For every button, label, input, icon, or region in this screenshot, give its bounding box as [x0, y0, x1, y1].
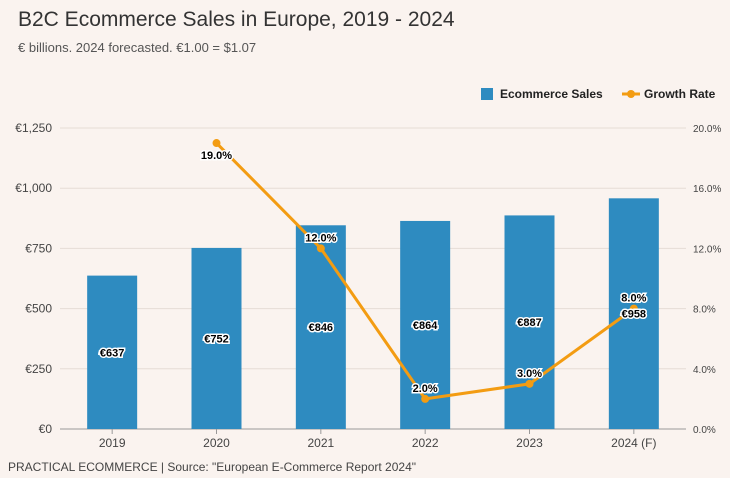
x-tick-label: 2024 (F) — [611, 436, 656, 450]
bar-value-label: €864 — [413, 320, 438, 332]
bar-ecommerce-sales — [504, 215, 555, 429]
bar-labels: €637 €752 €846 €864 €887 €958 — [98, 307, 647, 361]
bar-value-label: €958 — [622, 309, 646, 321]
bar-value-label: €846 — [309, 322, 333, 334]
x-axis-ticks: 2019 2020 2021 2022 2023 2024 (F) — [99, 429, 657, 450]
gridlines — [60, 127, 686, 430]
y-left-tick-label: €1,250 — [15, 121, 52, 135]
bar-value-label: €637 — [100, 347, 124, 359]
x-tick-label: 2021 — [307, 436, 334, 450]
bar-ecommerce-sales — [191, 247, 242, 429]
growth-rate-label: 8.0% — [621, 293, 646, 305]
y-left-tick-label: €250 — [25, 362, 52, 376]
legend-label-growth: Growth Rate — [644, 87, 716, 101]
right-axis-ticks: 0.0% 4.0% 8.0% 12.0% 16.0% 20.0% — [693, 124, 721, 436]
bar-ecommerce-sales — [295, 225, 346, 429]
y-left-tick-label: €750 — [25, 241, 52, 255]
y-right-tick-label: 16.0% — [693, 184, 721, 195]
growth-rate-point — [316, 244, 325, 253]
chart-subtitle: € billions. 2024 forecasted. €1.00 = $1.… — [18, 40, 257, 55]
y-left-tick-label: €500 — [25, 302, 52, 316]
bar-ecommerce-sales — [608, 198, 659, 429]
y-right-tick-label: 0.0% — [693, 425, 716, 436]
growth-rate-point — [212, 139, 221, 148]
legend-label-sales: Ecommerce Sales — [500, 87, 603, 101]
growth-rate-label: 12.0% — [305, 232, 336, 244]
y-right-tick-label: 20.0% — [693, 124, 721, 135]
growth-rate-point — [421, 394, 430, 403]
x-tick-label: 2023 — [516, 436, 543, 450]
x-tick-label: 2019 — [99, 436, 126, 450]
y-right-tick-label: 4.0% — [693, 365, 716, 376]
growth-rate-point — [629, 304, 638, 313]
growth-line — [212, 139, 638, 403]
growth-rate-label: 2.0% — [413, 383, 438, 395]
y-right-tick-label: 12.0% — [693, 244, 721, 255]
bar-ecommerce-sales — [87, 275, 138, 429]
growth-rate-label: 19.0% — [201, 150, 232, 162]
x-tick-label: 2022 — [412, 436, 439, 450]
bar-ecommerce-sales — [400, 220, 451, 429]
legend-swatch-point — [627, 90, 635, 98]
y-left-tick-label: €0 — [39, 422, 53, 436]
source-footer: PRACTICAL ECOMMERCE | Source: "European … — [8, 460, 416, 474]
growth-rate-point — [525, 379, 534, 388]
line-labels: 19.0% 12.0% 2.0% 3.0% 8.0% — [199, 149, 648, 397]
chart-title: B2C Ecommerce Sales in Europe, 2019 - 20… — [18, 8, 455, 31]
bar-value-label: €887 — [517, 317, 541, 329]
legend-swatch-bar — [481, 88, 493, 100]
x-tick-label: 2020 — [203, 436, 230, 450]
legend: Ecommerce Sales Growth Rate — [481, 87, 716, 101]
growth-rate-label: 3.0% — [517, 368, 542, 380]
y-left-tick-label: €1,000 — [15, 181, 52, 195]
bars — [87, 198, 659, 429]
y-right-tick-label: 8.0% — [693, 305, 716, 316]
left-axis-ticks: €0 €250 €500 €750 €1,000 €1,250 — [15, 121, 52, 436]
bar-value-label: €752 — [204, 333, 228, 345]
